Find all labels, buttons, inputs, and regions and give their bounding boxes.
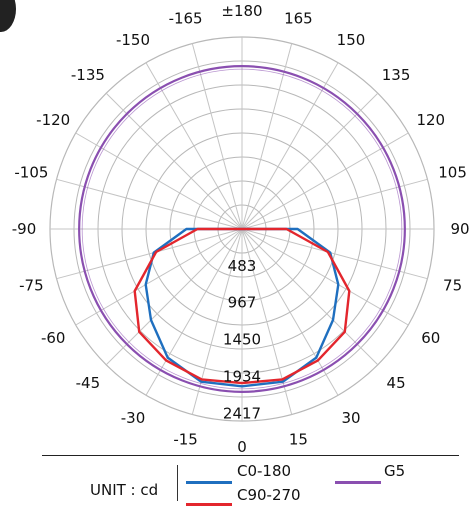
angle-labels: ±180 1651501351201059075604530150-15-30-4… bbox=[12, 2, 469, 455]
corner-badge bbox=[0, 0, 16, 32]
legend-label-c0-180: C0-180 bbox=[237, 462, 292, 480]
angle-label: -15 bbox=[173, 431, 198, 449]
series-g5 bbox=[78, 65, 406, 393]
angle-label: 15 bbox=[289, 431, 308, 449]
angle-label: 90 bbox=[450, 220, 469, 238]
radial-tick-labels: 483 967 1450 1934 2417 bbox=[223, 257, 261, 423]
angle-label: -165 bbox=[169, 9, 203, 27]
grid bbox=[49, 36, 435, 422]
radial-tick-label: 483 bbox=[228, 257, 257, 275]
angle-label: -60 bbox=[41, 329, 66, 347]
legend-label-c90-270: C90-270 bbox=[237, 486, 301, 504]
legend-label-g5: G5 bbox=[384, 462, 406, 480]
angle-label: 150 bbox=[337, 31, 366, 49]
polar-chart: ±180 1651501351201059075604530150-15-30-4… bbox=[12, 2, 469, 455]
angle-label: 165 bbox=[284, 9, 313, 27]
radial-tick-label: 967 bbox=[228, 294, 257, 312]
angle-label: -135 bbox=[71, 66, 105, 84]
series-g5-inner bbox=[81, 68, 403, 390]
angle-label: -90 bbox=[12, 220, 37, 238]
series-layer bbox=[78, 65, 406, 393]
legend-swatch-c0-180 bbox=[186, 481, 232, 484]
angle-label: 75 bbox=[443, 276, 462, 294]
angle-label: 30 bbox=[341, 409, 360, 427]
angle-label: 105 bbox=[438, 164, 467, 182]
angle-label: 120 bbox=[416, 111, 445, 129]
angle-label: ±180 bbox=[221, 2, 262, 20]
radial-tick-label: 2417 bbox=[223, 404, 261, 422]
unit-label: UNIT : cd bbox=[90, 481, 159, 499]
angle-label: -75 bbox=[19, 276, 44, 294]
angle-label: 45 bbox=[387, 374, 406, 392]
angle-label: 60 bbox=[421, 329, 440, 347]
radial-tick-label: 1450 bbox=[223, 331, 261, 349]
angle-label: -45 bbox=[76, 374, 101, 392]
legend-swatch-g5 bbox=[335, 481, 381, 484]
angle-label: -150 bbox=[116, 31, 150, 49]
angle-label: 0 bbox=[237, 438, 247, 455]
angle-label: -105 bbox=[14, 164, 48, 182]
angle-label: -30 bbox=[121, 409, 146, 427]
radial-tick-label: 1934 bbox=[223, 368, 261, 386]
series-c90-270 bbox=[133, 227, 351, 385]
legend-separator bbox=[177, 465, 178, 501]
angle-label: -120 bbox=[36, 111, 70, 129]
angle-label: 135 bbox=[382, 66, 411, 84]
legend-swatch-c90-270 bbox=[186, 503, 232, 506]
legend-divider-line bbox=[42, 455, 459, 456]
